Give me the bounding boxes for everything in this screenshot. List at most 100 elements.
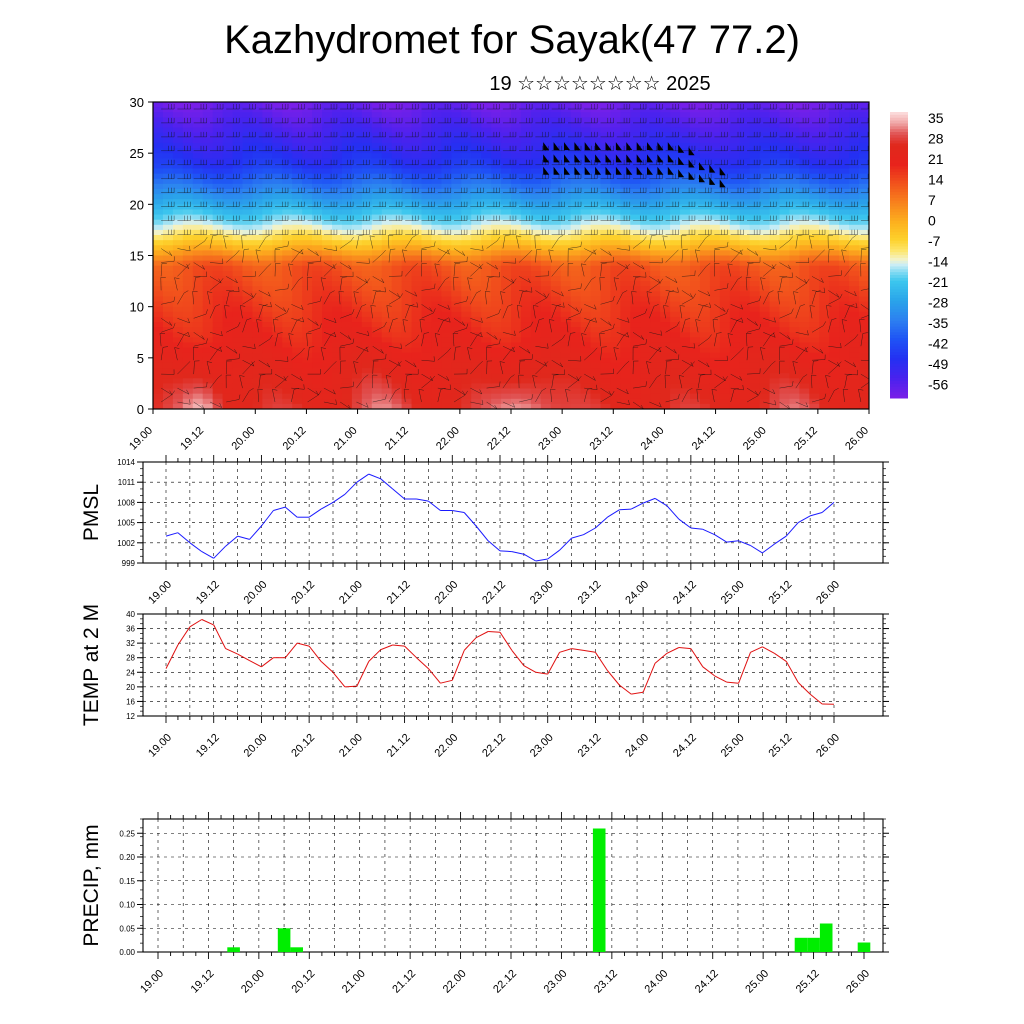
field-cell: [759, 132, 771, 139]
field-cell: [520, 378, 532, 385]
field-cell: [381, 383, 393, 390]
field-cell: [580, 347, 592, 354]
field-cell: [441, 362, 452, 369]
wind-barb: [323, 245, 337, 251]
field-cell: [312, 357, 323, 364]
field-cell: [550, 322, 562, 328]
field-cell: [272, 383, 283, 390]
field-cell: [212, 250, 224, 257]
field-cell: [819, 224, 830, 231]
field-cell: [709, 373, 721, 379]
wind-barb: [258, 131, 273, 138]
wind-barb: [160, 262, 167, 277]
field-cell: [640, 153, 651, 159]
field-cell: [729, 214, 741, 221]
field-cell: [650, 347, 661, 354]
field-cell: [232, 291, 244, 298]
field-cell: [252, 296, 263, 303]
field-cell: [162, 204, 174, 211]
field-cell: [481, 183, 492, 190]
field-cell: [322, 112, 333, 118]
field-cell: [699, 393, 711, 400]
field-cell: [421, 194, 433, 200]
field-cell: [401, 286, 413, 292]
field-cell: [779, 199, 791, 205]
wind-barb: [275, 229, 289, 235]
field-cell: [431, 158, 442, 164]
field-cell: [839, 148, 850, 154]
field-cell: [620, 362, 631, 369]
wind-barb: [453, 256, 468, 263]
field-cell: [461, 250, 472, 257]
field-cell: [341, 224, 353, 231]
field-cell: [749, 301, 761, 308]
field-cell: [600, 342, 612, 349]
field-cell: [431, 173, 442, 180]
field-cell: [332, 301, 343, 308]
field-cell: [172, 265, 184, 272]
wind-barb: [583, 276, 596, 291]
field-cell: [322, 199, 333, 205]
field-cell: [560, 296, 572, 303]
wind-barb: [177, 387, 190, 395]
field-cell: [809, 250, 820, 257]
field-cell: [182, 255, 194, 262]
field-cell: [859, 250, 869, 257]
field-cell: [371, 342, 383, 349]
wind-barb: [518, 360, 526, 375]
field-cell: [292, 403, 303, 409]
wind-barb: [372, 104, 386, 110]
field-cell: [580, 240, 592, 246]
field-cell: [162, 347, 174, 354]
field-cell: [530, 214, 542, 221]
field-cell: [829, 173, 840, 180]
field-cell: [670, 311, 681, 318]
field-cell: [182, 337, 194, 344]
field-cell: [839, 240, 850, 246]
field-cell: [690, 388, 701, 395]
field-cell: [252, 383, 263, 390]
field-cell: [580, 137, 592, 144]
field-cell: [769, 219, 781, 226]
wind-barb: [437, 173, 452, 180]
field-cell: [709, 270, 721, 277]
field-cell: [819, 275, 830, 282]
field-cell: [501, 188, 512, 195]
field-cell: [849, 137, 860, 144]
field-cell: [192, 240, 204, 246]
field-cell: [351, 311, 363, 318]
field-cell: [172, 260, 184, 267]
wind-barb: [193, 332, 205, 340]
field-cell: [610, 347, 621, 354]
field-cell: [232, 332, 244, 338]
wind-barb: [502, 104, 517, 110]
field-cell: [312, 378, 323, 385]
field-cell: [332, 199, 343, 205]
field-cell: [461, 316, 472, 323]
field-cell: [620, 398, 631, 405]
wind-barb: [486, 381, 501, 389]
field-cell: [172, 188, 184, 195]
field-cell: [680, 194, 691, 200]
field-cell: [401, 306, 413, 313]
wind-barb: [551, 302, 565, 308]
field-cell: [859, 301, 869, 308]
field-cell: [570, 199, 582, 205]
field-cell: [441, 214, 452, 221]
field-cell: [520, 311, 532, 318]
field-cell: [302, 209, 313, 216]
field-cell: [859, 265, 869, 272]
wind-barb: [632, 332, 645, 340]
field-cell: [630, 194, 641, 200]
field-cell: [312, 342, 323, 349]
field-cell: [650, 245, 661, 251]
field-cell: [600, 209, 612, 216]
field-cell: [779, 224, 791, 231]
field-cell: [192, 383, 204, 390]
field-cell: [431, 250, 442, 257]
field-cell: [630, 168, 641, 175]
field-cell: [660, 142, 671, 149]
field-cell: [739, 342, 751, 349]
field-cell: [292, 142, 303, 149]
field-cell: [799, 403, 810, 409]
